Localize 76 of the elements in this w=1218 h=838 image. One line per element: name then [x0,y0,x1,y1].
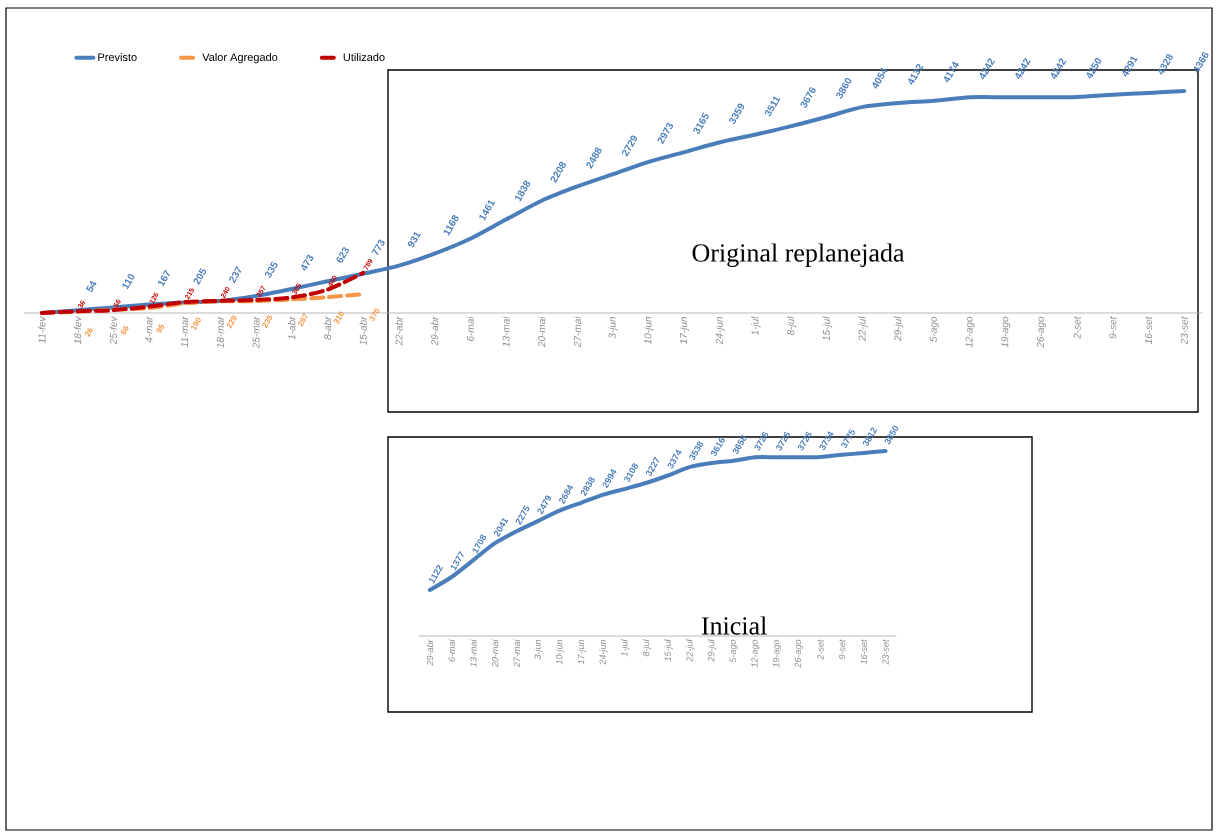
x-tick-label: 29-abr [426,639,434,666]
x-tick-label: 13-mai [502,316,510,347]
x-tick-label: 20-mai [537,316,546,348]
data-label: 473 [301,254,314,271]
x-tick-label: 19-ago [772,639,782,668]
x-tick-label: 24-jun [715,316,725,345]
x-tick-label: 25-fev [109,316,117,345]
x-tick-label: 27-mai [513,639,520,668]
x-tick-label: 16-set [860,639,868,665]
x-tick-label: 1-jul [620,639,630,657]
data-label: 26 [84,327,93,338]
x-tick-label: 22-jul [858,316,868,342]
x-tick-label: 10-jun [555,639,565,665]
x-tick-label: 2-set [1073,316,1081,339]
data-label: 623 [336,247,349,263]
x-tick-label: 24-jun [599,639,608,665]
x-tick-label: 27-mai [573,316,582,348]
text: Inicial [701,616,767,635]
x-tick-label: 10-jun [644,316,654,345]
x-tick-label: 9-set [1109,316,1117,339]
x-tick-label: 1-jul [751,316,761,336]
data-label: 66 [120,325,129,335]
data-label: 167 [158,269,170,287]
x-tick-label: 23-set [882,639,889,665]
x-tick-label: 29-jul [893,316,904,342]
x-tick-label: 20-mai [491,639,499,668]
data-label: 773 [371,239,385,256]
x-tick-label: 15-abr [359,316,367,346]
data-label: 205 [193,267,207,285]
x-tick-label: 1-abr [288,316,296,340]
x-tick-label: 17-jun [679,316,690,345]
legend-label: Valor Agregado [202,53,278,64]
data-label: 54 [85,280,97,292]
legend-label: Previsto [98,53,137,62]
data-label: 310 [333,311,344,325]
x-tick-label: 19-ago [1001,316,1011,348]
x-tick-label: 8-jul [642,639,652,657]
x-tick-label: 26-ago [794,639,803,668]
legend-label: Utilizado [343,53,385,62]
data-label: 110 [122,273,135,290]
x-tick-label: 18-mar [216,316,224,348]
x-tick-label: 11-fev [38,316,46,344]
x-tick-label: 16-set [1145,316,1153,345]
data-label: 335 [264,261,278,278]
x-tick-label: 8-jul [786,316,797,336]
x-tick-label: 5-ago [729,639,738,663]
x-tick-label: 5-ago [929,316,939,342]
x-tick-label: 12-ago [965,316,975,348]
x-tick-label: 13-mai [469,639,477,667]
x-tick-label: 3-jun [608,316,618,339]
x-tick-label: 26-ago [1036,316,1046,348]
x-tick-label: 3-jun [534,639,543,660]
x-tick-label: 15-jul [664,639,673,662]
x-tick-label: 23-set [1180,316,1188,345]
data-label: 931 [407,232,422,248]
x-tick-label: 6-mai [448,639,455,662]
data-label: 235 [262,314,273,329]
data-label: 237 [229,266,242,284]
x-tick-label: 6-mai [466,316,474,341]
x-tick-label: 12-ago [751,639,760,668]
x-tick-label: 15-jul [822,316,832,341]
x-tick-label: 11-mar [181,316,189,348]
x-tick-label: 22-jul [686,639,695,662]
x-tick-label: 9-set [838,639,846,660]
x-tick-label: 22-abr [395,316,403,346]
x-tick-label: 29-jul [707,639,717,662]
x-tick-label: 2-set [817,639,824,660]
annotation: Original replanejada [692,243,905,268]
data-label: 370 [369,308,380,321]
x-tick-label: 4-mar [145,316,153,343]
x-tick-label: 18-fev [73,316,82,345]
x-tick-label: 29-abr [430,316,439,346]
data-label: 95 [156,323,165,333]
x-tick-label: 25-mar [252,316,260,349]
x-tick-label: 8-abr [323,316,332,340]
x-tick-label: 17-jun [577,639,586,665]
